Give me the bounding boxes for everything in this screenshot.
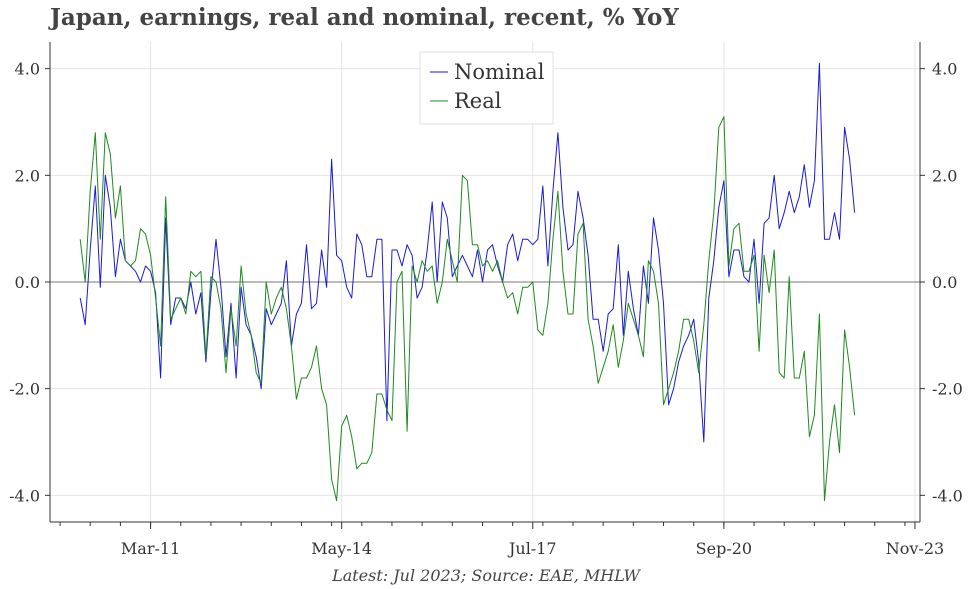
x-tick-label: Mar-11 — [121, 539, 180, 558]
legend-label: Real — [454, 89, 502, 113]
series-line-nominal — [79, 62, 856, 443]
chart-title: Japan, earnings, real and nominal, recen… — [50, 4, 679, 31]
y-tick-label-left: -4.0 — [9, 486, 40, 505]
y-tick-label-right: 4.0 — [932, 60, 957, 79]
y-tick-label-right: -4.0 — [932, 486, 963, 505]
x-tick-label: Sep-20 — [696, 539, 752, 558]
x-tick-label: Jul-17 — [507, 539, 557, 558]
y-tick-label-right: -2.0 — [932, 380, 963, 399]
y-tick-label-right: 2.0 — [932, 166, 957, 185]
y-tick-label-right: 0.0 — [932, 273, 957, 292]
axes — [45, 42, 925, 529]
source-note: Latest: Jul 2023; Source: EAE, MHLW — [332, 566, 640, 585]
y-tick-label-left: -2.0 — [9, 380, 40, 399]
y-tick-label-left: 2.0 — [15, 166, 40, 185]
legend-label: Nominal — [454, 60, 545, 84]
x-tick-label: May-14 — [311, 539, 372, 558]
y-tick-label-left: 0.0 — [15, 273, 40, 292]
y-tick-label-left: 4.0 — [15, 60, 40, 79]
x-tick-label: Nov-23 — [886, 539, 944, 558]
series-lines — [79, 62, 856, 502]
legend-box — [419, 51, 554, 125]
series-line-real — [79, 116, 856, 502]
tick-labels: -4.0 -4.0 -2.0 -2.0 0.0 0.0 2.0 2.0 4.0 4.0 Mar-11… — [9, 60, 963, 558]
legend: Nominal Real — [419, 51, 554, 125]
